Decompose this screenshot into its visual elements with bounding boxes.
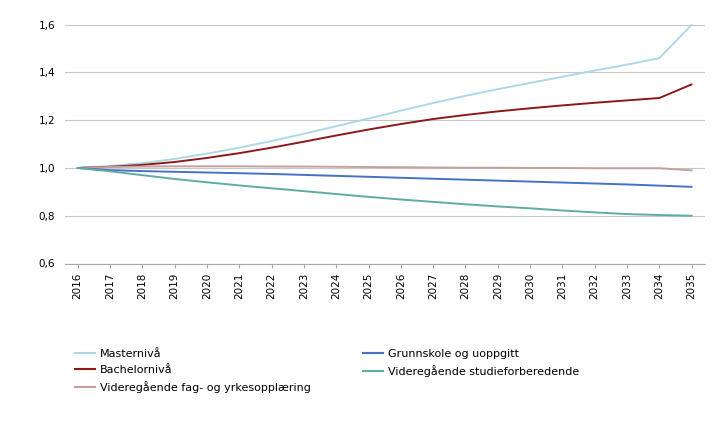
Legend: Grunnskole og uoppgitt, Videregående studieforberedende: Grunnskole og uoppgitt, Videregående stu… bbox=[358, 344, 584, 381]
